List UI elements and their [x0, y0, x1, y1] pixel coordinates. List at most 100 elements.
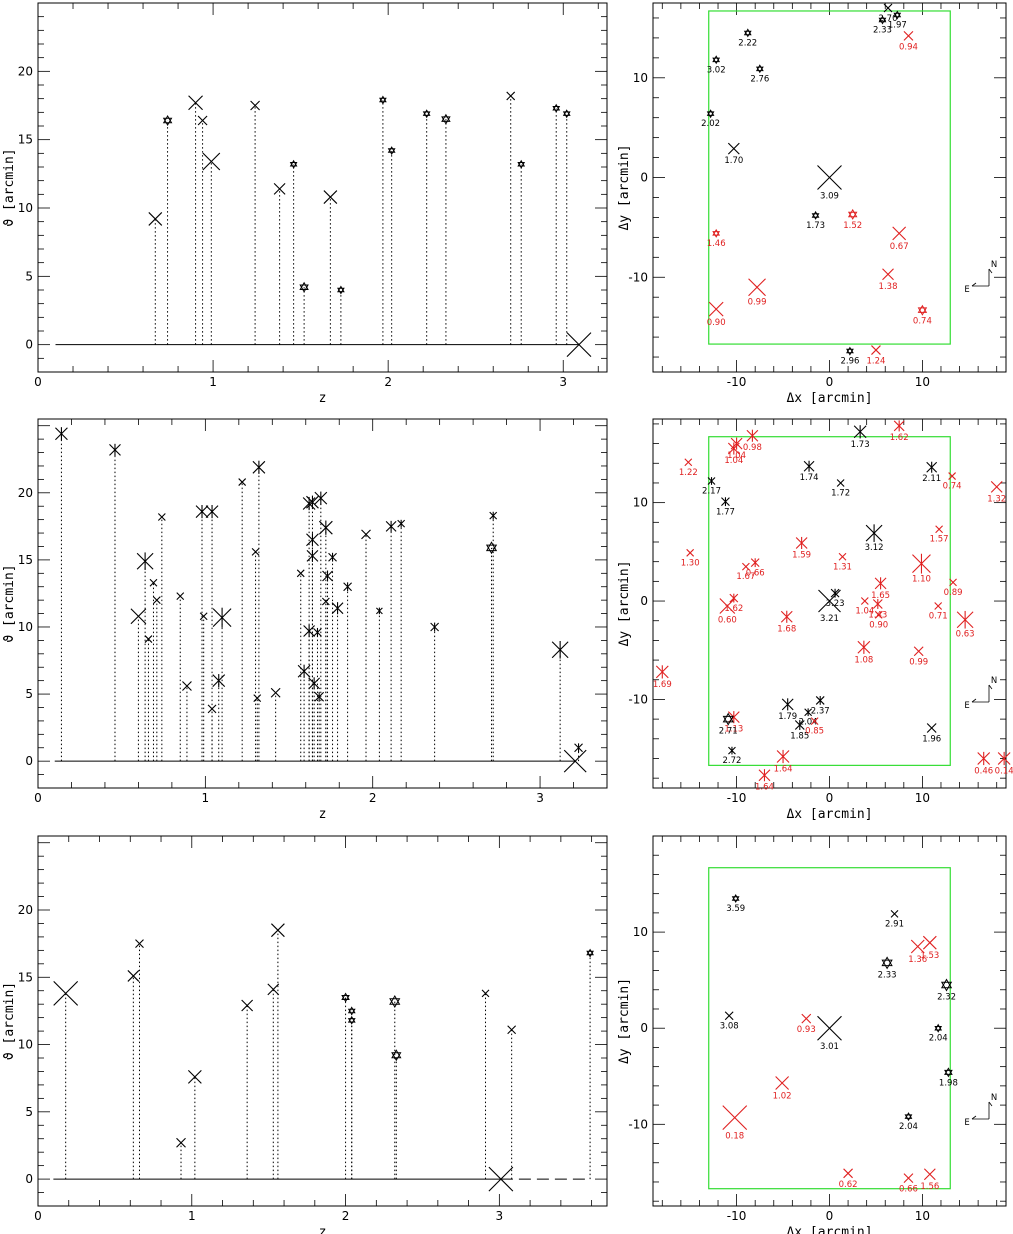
redshift-label: 0.93 — [797, 1025, 816, 1035]
plot-frame — [652, 835, 1007, 1207]
y-axis-label: Δy [arcmin] — [617, 560, 632, 646]
chart-panel-bottom-right: -10 0 10 -10 0 10 Δx [arcmin] Δy [arcmin] 3.01 3.… — [617, 835, 1007, 1234]
compass-north: N — [991, 260, 997, 270]
sky-point — [830, 588, 840, 598]
data-point — [127, 970, 140, 982]
redshift-label: 2.04 — [799, 718, 818, 728]
sky-point — [977, 751, 991, 766]
sky-point — [903, 1173, 914, 1184]
sky-point — [803, 460, 815, 472]
data-point — [152, 596, 161, 605]
redshift-label: 1.46 — [707, 239, 726, 249]
sky-point — [722, 1105, 748, 1130]
sky-point — [780, 610, 793, 623]
sky-point — [795, 536, 808, 550]
sky-point — [721, 497, 730, 507]
sky-point — [712, 228, 721, 238]
sky-point — [810, 717, 819, 725]
redshift-label: 0.14 — [995, 766, 1013, 776]
data-point — [318, 520, 333, 535]
data-point — [297, 664, 311, 678]
redshift-label: 1.79 — [778, 712, 797, 722]
x-tick-label: 0 — [826, 1209, 834, 1223]
chart-panel-top-left: 0 1 2 3 0 5 10 15 20 z ϑ [arcmin] — [2, 2, 608, 406]
data-point — [337, 285, 345, 295]
redshift-label: 0.90 — [707, 318, 726, 328]
y-tick-label: 15 — [18, 553, 33, 567]
redshift-label: 0.99 — [748, 298, 767, 308]
data-point — [306, 549, 319, 562]
sky-point — [719, 598, 736, 614]
redshift-label: 1.24 — [866, 357, 885, 367]
data-point — [182, 681, 192, 691]
y-tick-label: 10 — [18, 201, 33, 215]
sky-point — [743, 28, 752, 38]
field-of-view — [708, 10, 951, 345]
data-point — [195, 504, 209, 519]
chart-panel-top-right: -10 0 10 -10 0 10 Δx [arcmin] Δy [arcmin] 3.09 2.… — [617, 2, 1007, 406]
sky-point — [781, 698, 794, 711]
sky-point — [949, 578, 957, 587]
sky-point — [712, 55, 721, 65]
data-point — [314, 691, 325, 702]
sky-point — [910, 939, 925, 954]
redshift-label: 0.71 — [929, 611, 948, 621]
data-point — [485, 541, 498, 555]
redshift-label: 0.74 — [943, 482, 962, 492]
redshift-label: 0.63 — [956, 630, 975, 640]
x-axis-label: z — [319, 807, 327, 822]
x-axis-label: Δx [arcmin] — [786, 1225, 872, 1234]
sky-point — [746, 429, 759, 442]
sky-point — [912, 553, 931, 574]
sky-point — [817, 1015, 842, 1041]
x-tick-label: 10 — [915, 791, 930, 805]
sky-point — [871, 345, 881, 355]
y-tick-label: 10 — [633, 925, 648, 939]
data-point — [343, 582, 352, 592]
y-tick-label: 15 — [18, 970, 33, 984]
sky-point — [847, 208, 858, 220]
y-tick-label: 0 — [640, 594, 648, 608]
y-tick-label: 5 — [25, 1105, 33, 1119]
data-point — [517, 159, 526, 169]
redshift-label: 1.36 — [908, 955, 927, 965]
data-point — [135, 939, 144, 949]
data-point — [314, 491, 328, 505]
data-point — [313, 627, 322, 637]
data-point — [507, 1025, 517, 1035]
data-point — [306, 533, 319, 547]
data-point — [306, 495, 319, 509]
sky-point — [874, 577, 887, 590]
y-tick-label: -10 — [628, 692, 648, 706]
x-tick-label: 3 — [536, 791, 544, 805]
redshift-label: 3.09 — [820, 192, 839, 202]
sky-point — [684, 458, 693, 467]
redshift-label: 2.33 — [873, 25, 892, 35]
redshift-label: 1.64 — [755, 783, 774, 793]
sky-point — [836, 479, 845, 487]
y-tick-label: 0 — [640, 1021, 648, 1035]
data-point — [389, 995, 401, 1009]
data-point — [299, 281, 309, 293]
data-point — [481, 989, 490, 998]
redshift-label: 1.62 — [724, 604, 743, 614]
sky-point — [923, 1168, 936, 1181]
redshift-label: 2.96 — [840, 357, 859, 367]
redshift-label: 3.01 — [820, 1042, 839, 1052]
redshift-label: 1.08 — [854, 655, 873, 665]
plot-frame — [37, 2, 608, 373]
compass-east: E — [964, 285, 969, 295]
data-point — [270, 687, 281, 698]
sky-point — [727, 142, 740, 155]
y-tick-label: 0 — [25, 754, 33, 768]
redshift-label: 2.37 — [811, 706, 830, 716]
y-axis-label: Δy [arcmin] — [617, 144, 632, 230]
sky-point — [944, 1067, 953, 1078]
sky-point — [881, 956, 893, 970]
sky-point — [811, 210, 820, 220]
sky-point — [750, 558, 760, 568]
y-tick-label: 10 — [18, 1038, 33, 1052]
data-point — [430, 622, 440, 632]
chart-panel-middle-right: -10 0 10 -10 0 10 Δx [arcmin] Δy [arcmin] 3.21 3.… — [617, 418, 1013, 822]
redshift-label: 0.66 — [899, 1185, 918, 1195]
